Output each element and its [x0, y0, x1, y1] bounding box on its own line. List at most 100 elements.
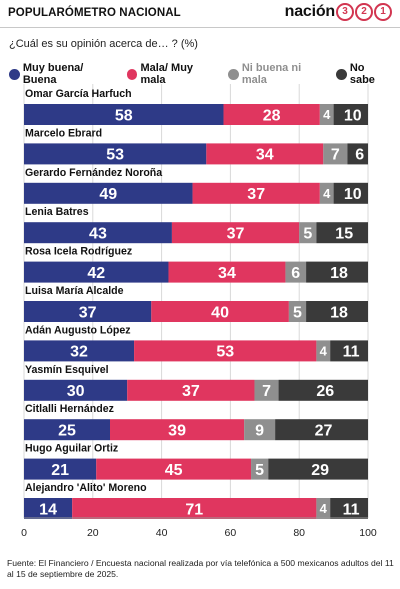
data-label-no-sabe-alejandro-alito-moreno: 11: [343, 501, 360, 518]
legend-swatch-ni-buena: [228, 68, 239, 80]
data-label-no-sabe-yasmin-esquivel: 26: [316, 383, 334, 400]
data-label-muy-buena-buena-citlalli-hernandez: 25: [58, 422, 76, 439]
bar-no-sabe-citlalli-hernandez: [275, 419, 368, 441]
bar-mala-muy-mala-adan-augusto-lopez: [134, 340, 317, 362]
bar-mala-muy-mala-yasmin-esquivel: [127, 379, 255, 401]
category-label-hugo-aguilar-ortiz: Hugo Aguilar Ortiz: [25, 443, 118, 455]
source-note: Fuente: El Financiero / Encuesta naciona…: [7, 558, 394, 579]
bar-mala-muy-mala-alejandro-alito-moreno: [72, 498, 317, 519]
bar-ni-buena-ni-mala-adan-augusto-lopez: [316, 340, 331, 362]
category-label-luisa-maria-alcalde: Luisa María Alcalde: [25, 285, 124, 297]
category-label-citlalli-hernandez: Citlalli Hernández: [25, 403, 114, 415]
bar-no-sabe-hugo-aguilar-ortiz: [268, 458, 368, 480]
data-label-muy-buena-buena-lenia-batres: 43: [89, 225, 107, 242]
legend-swatch-muy-buena: [9, 68, 20, 80]
bar-mala-muy-mala-gerardo-fernandez-norona: [192, 182, 320, 204]
bar-no-sabe-marcelo-ebrard: [347, 143, 368, 165]
page-title: POPULARÓMETRO NACIONAL: [8, 7, 181, 19]
data-label-ni-buena-ni-mala-citlalli-hernandez: 9: [255, 422, 264, 439]
x-tick-label-0: 0: [21, 527, 27, 539]
legend-item-no-sabe: No sabe: [336, 62, 392, 86]
data-label-ni-buena-ni-mala-adan-augusto-lopez: 4: [320, 344, 328, 359]
category-label-marcelo-ebrard: Marcelo Ebrard: [25, 127, 102, 139]
bar-mala-muy-mala-citlalli-hernandez: [110, 419, 245, 441]
data-label-ni-buena-ni-mala-marcelo-ebrard: 7: [331, 147, 340, 164]
bar-muy-buena-buena-luisa-maria-alcalde: [24, 301, 152, 322]
x-tick-label-60: 60: [225, 527, 237, 539]
data-label-no-sabe-lenia-batres: 15: [335, 225, 353, 242]
data-label-muy-buena-buena-hugo-aguilar-ortiz: 21: [51, 462, 69, 479]
legend-label-mala: Mala/ Muy mala: [140, 62, 194, 86]
data-label-mala-muy-mala-alejandro-alito-moreno: 71: [185, 501, 203, 518]
bar-muy-buena-buena-marcelo-ebrard: [24, 143, 207, 165]
legend-label-muy-buena: Muy buena/ Buena: [22, 62, 84, 86]
legend-label-ni-buena: Ni buena ni mala: [241, 62, 302, 86]
bar-mala-muy-mala-luisa-maria-alcalde: [151, 301, 289, 322]
bar-no-sabe-lenia-batres: [316, 222, 368, 244]
bar-ni-buena-ni-mala-rosa-icela-rodriguez: [285, 261, 307, 283]
data-label-muy-buena-buena-adan-augusto-lopez: 32: [70, 344, 88, 361]
x-tick-label-100: 100: [359, 527, 377, 539]
data-label-mala-muy-mala-marcelo-ebrard: 34: [256, 147, 274, 164]
legend-item-ni-buena: Ni buena ni mala: [228, 62, 328, 86]
bar-ni-buena-ni-mala-luisa-maria-alcalde: [288, 301, 307, 322]
data-label-muy-buena-buena-alejandro-alito-moreno: 14: [39, 501, 57, 518]
x-tick-label-20: 20: [87, 527, 99, 539]
bar-ni-buena-ni-mala-gerardo-fernandez-norona: [319, 182, 334, 204]
category-label-rosa-icela-rodriguez: Rosa Icela Rodríguez: [25, 246, 132, 258]
data-label-muy-buena-buena-marcelo-ebrard: 53: [106, 147, 124, 164]
data-label-no-sabe-gerardo-fernandez-norona: 10: [344, 186, 362, 203]
bar-no-sabe-omar-garcia-harfuch: [333, 104, 368, 125]
bar-ni-buena-ni-mala-hugo-aguilar-ortiz: [251, 458, 269, 480]
bar-no-sabe-rosa-icela-rodriguez: [306, 261, 368, 283]
x-tick-label-80: 80: [293, 527, 305, 539]
legend-item-muy-buena: Muy buena/ Buena: [9, 62, 119, 86]
category-label-yasmin-esquivel: Yasmín Esquivel: [25, 364, 109, 376]
data-label-no-sabe-adan-augusto-lopez: 11: [343, 344, 360, 361]
data-label-muy-buena-buena-omar-garcia-harfuch: 58: [115, 107, 133, 124]
brand-logo: nación 3 2 1: [285, 3, 392, 21]
bar-muy-buena-buena-rosa-icela-rodriguez: [24, 261, 169, 283]
bar-mala-muy-mala-omar-garcia-harfuch: [223, 104, 320, 125]
bar-muy-buena-buena-yasmin-esquivel: [24, 379, 128, 401]
question-text: ¿Cuál es su opinión acerca de… ? (%): [9, 38, 198, 50]
data-label-mala-muy-mala-gerardo-fernandez-norona: 37: [247, 186, 265, 203]
bar-muy-buena-buena-lenia-batres: [24, 222, 172, 244]
bar-muy-buena-buena-hugo-aguilar-ortiz: [24, 458, 97, 480]
data-label-ni-buena-ni-mala-yasmin-esquivel: 7: [262, 383, 271, 400]
bar-ni-buena-ni-mala-lenia-batres: [299, 222, 317, 244]
data-label-ni-buena-ni-mala-hugo-aguilar-ortiz: 5: [255, 462, 264, 479]
bar-ni-buena-ni-mala-marcelo-ebrard: [323, 143, 348, 165]
category-label-adan-augusto-lopez: Adán Augusto López: [25, 324, 131, 336]
bar-ni-buena-ni-mala-omar-garcia-harfuch: [319, 104, 334, 125]
data-label-no-sabe-omar-garcia-harfuch: 10: [344, 107, 362, 124]
bar-no-sabe-alejandro-alito-moreno: [330, 498, 368, 519]
data-label-ni-buena-ni-mala-omar-garcia-harfuch: 4: [323, 107, 331, 122]
chart-legend: Muy buena/ Buena Mala/ Muy mala Ni buena…: [9, 62, 400, 86]
legend-item-mala: Mala/ Muy mala: [126, 62, 220, 86]
brand-digit-3: 1: [374, 3, 392, 21]
category-label-gerardo-fernandez-norona: Gerardo Fernández Noroña: [25, 167, 162, 179]
data-label-mala-muy-mala-luisa-maria-alcalde: 40: [211, 304, 229, 321]
bar-ni-buena-ni-mala-alejandro-alito-moreno: [316, 498, 331, 519]
bar-mala-muy-mala-rosa-icela-rodriguez: [168, 261, 286, 283]
data-label-ni-buena-ni-mala-luisa-maria-alcalde: 5: [293, 304, 302, 321]
data-label-ni-buena-ni-mala-alejandro-alito-moreno: 4: [320, 501, 328, 516]
bar-no-sabe-yasmin-esquivel: [278, 379, 368, 401]
category-label-omar-garcia-harfuch: Omar García Harfuch: [25, 88, 132, 100]
data-label-mala-muy-mala-rosa-icela-rodriguez: 34: [218, 265, 236, 282]
legend-swatch-mala: [126, 68, 138, 80]
data-label-no-sabe-citlalli-hernandez: 27: [315, 422, 333, 439]
data-label-ni-buena-ni-mala-rosa-icela-rodriguez: 6: [291, 265, 300, 282]
bar-mala-muy-mala-marcelo-ebrard: [206, 143, 324, 165]
data-label-mala-muy-mala-adan-augusto-lopez: 53: [216, 344, 234, 361]
data-label-mala-muy-mala-omar-garcia-harfuch: 28: [263, 107, 281, 124]
bar-no-sabe-luisa-maria-alcalde: [306, 301, 368, 322]
data-label-muy-buena-buena-gerardo-fernandez-norona: 49: [99, 186, 117, 203]
bar-muy-buena-buena-alejandro-alito-moreno: [24, 498, 73, 519]
header-divider: [0, 27, 400, 28]
bar-mala-muy-mala-lenia-batres: [171, 222, 300, 244]
bar-muy-buena-buena-omar-garcia-harfuch: [24, 104, 224, 125]
bar-muy-buena-buena-adan-augusto-lopez: [24, 340, 135, 362]
